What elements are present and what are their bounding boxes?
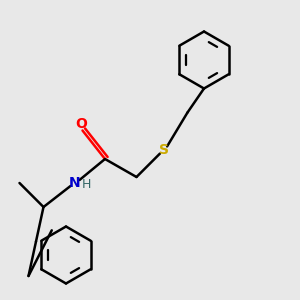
Text: O: O [75,118,87,131]
Text: N: N [69,176,81,190]
Text: S: S [158,143,169,157]
Text: H: H [82,178,91,191]
